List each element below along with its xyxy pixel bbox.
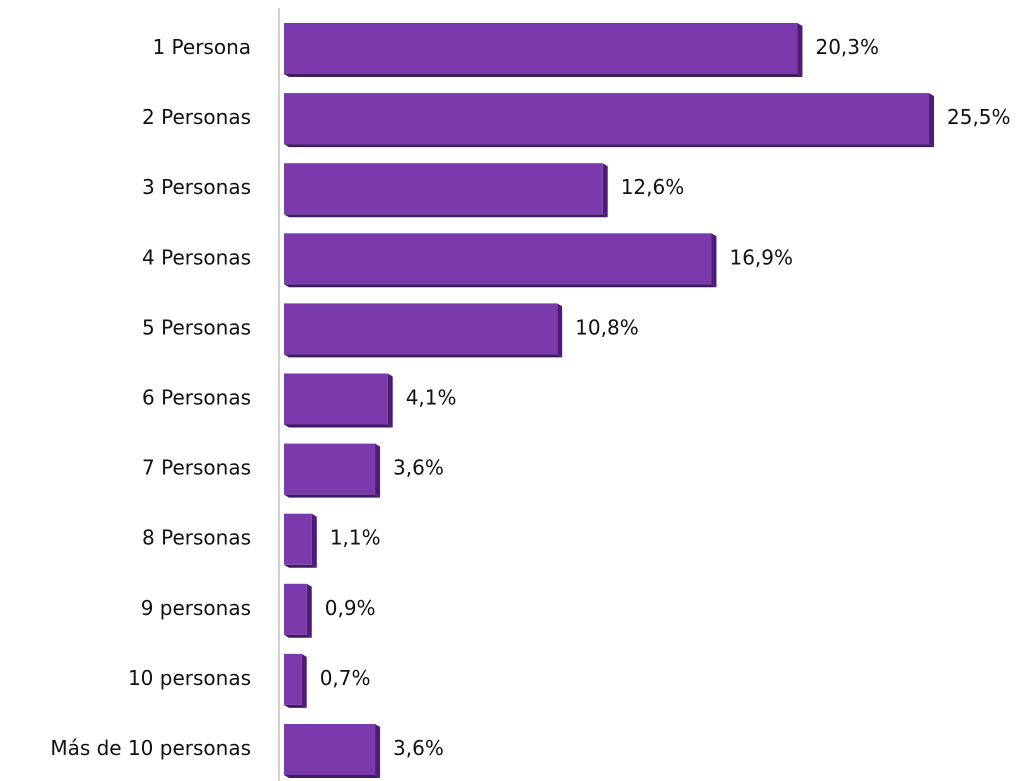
bar-10-personas <box>284 653 302 705</box>
value-label-1-persona: 20,3% <box>815 35 879 59</box>
bar-bottom-7-personas <box>284 494 381 498</box>
bar-2-personas <box>284 93 929 145</box>
bar-bottom-8-personas <box>284 564 317 568</box>
bar-side-7-personas <box>375 443 381 498</box>
bar-side-9-personas <box>306 583 312 638</box>
bar-bottom-3-personas <box>284 214 608 218</box>
bar-5-personas <box>284 303 558 355</box>
bar-bottom-2-personas <box>284 144 934 148</box>
category-label-3-personas: 3 Personas <box>142 175 251 199</box>
bar-7-personas <box>284 443 376 495</box>
bars-group <box>284 23 934 778</box>
value-label-10-personas: 0,7% <box>320 666 371 690</box>
bar-side-1-persona <box>797 23 803 77</box>
bar-bottom-9-personas <box>284 634 312 638</box>
bar-bottom-10-personas <box>284 704 307 708</box>
bar-6-personas <box>284 373 388 425</box>
value-label-5-personas: 10,8% <box>575 315 639 339</box>
bar-8-personas <box>284 513 312 565</box>
category-label-1-persona: 1 Persona <box>152 35 251 59</box>
category-label-7-personas: 7 Personas <box>142 456 251 480</box>
bar-side-mas-de-10-personas <box>375 724 381 778</box>
value-label-4-personas: 16,9% <box>729 245 793 269</box>
category-label-2-personas: 2 Personas <box>142 105 251 129</box>
bar-side-6-personas <box>387 373 393 428</box>
value-labels-group: 20,3% 25,5% 12,6% 16,9% 10,8% 4,1% 3,6% 1,1% 0,9… <box>320 35 1011 760</box>
value-label-3-personas: 12,6% <box>621 175 685 199</box>
bar-side-3-personas <box>602 163 608 218</box>
category-labels-group: 1 Persona 2 Personas 3 Personas 4 Personas 5… <box>50 35 251 760</box>
bar-side-5-personas <box>557 303 563 358</box>
bar-side-4-personas <box>711 233 717 288</box>
category-label-4-personas: 4 Personas <box>142 245 251 269</box>
bar-1-persona <box>284 23 798 74</box>
bar-side-2-personas <box>929 93 934 148</box>
value-label-mas-de-10-personas: 3,6% <box>393 736 444 760</box>
category-label-mas-de-10-personas: Más de 10 personas <box>50 736 251 760</box>
bar-9-personas <box>284 583 307 635</box>
value-label-7-personas: 3,6% <box>393 456 444 480</box>
value-label-9-personas: 0,9% <box>325 596 376 620</box>
value-label-2-personas: 25,5% <box>947 105 1011 129</box>
bar-4-personas <box>284 233 712 285</box>
bar-side-8-personas <box>311 513 317 568</box>
category-label-10-personas: 10 personas <box>128 666 251 690</box>
bar-side-10-personas <box>301 653 307 708</box>
bar-bottom-1-persona <box>284 74 803 77</box>
category-label-9-personas: 9 personas <box>141 596 251 620</box>
bar-mas-de-10-personas <box>284 724 376 775</box>
value-label-8-personas: 1,1% <box>330 526 381 550</box>
bar-bottom-mas-de-10-personas <box>284 775 381 778</box>
value-label-6-personas: 4,1% <box>406 386 457 410</box>
bar-bottom-6-personas <box>284 424 393 428</box>
bar-bottom-4-personas <box>284 284 717 288</box>
category-label-8-personas: 8 Personas <box>142 526 251 550</box>
category-label-5-personas: 5 Personas <box>142 315 251 339</box>
bar-3-personas <box>284 163 603 215</box>
bar-bottom-5-personas <box>284 354 563 358</box>
category-label-6-personas: 6 Personas <box>142 386 251 410</box>
